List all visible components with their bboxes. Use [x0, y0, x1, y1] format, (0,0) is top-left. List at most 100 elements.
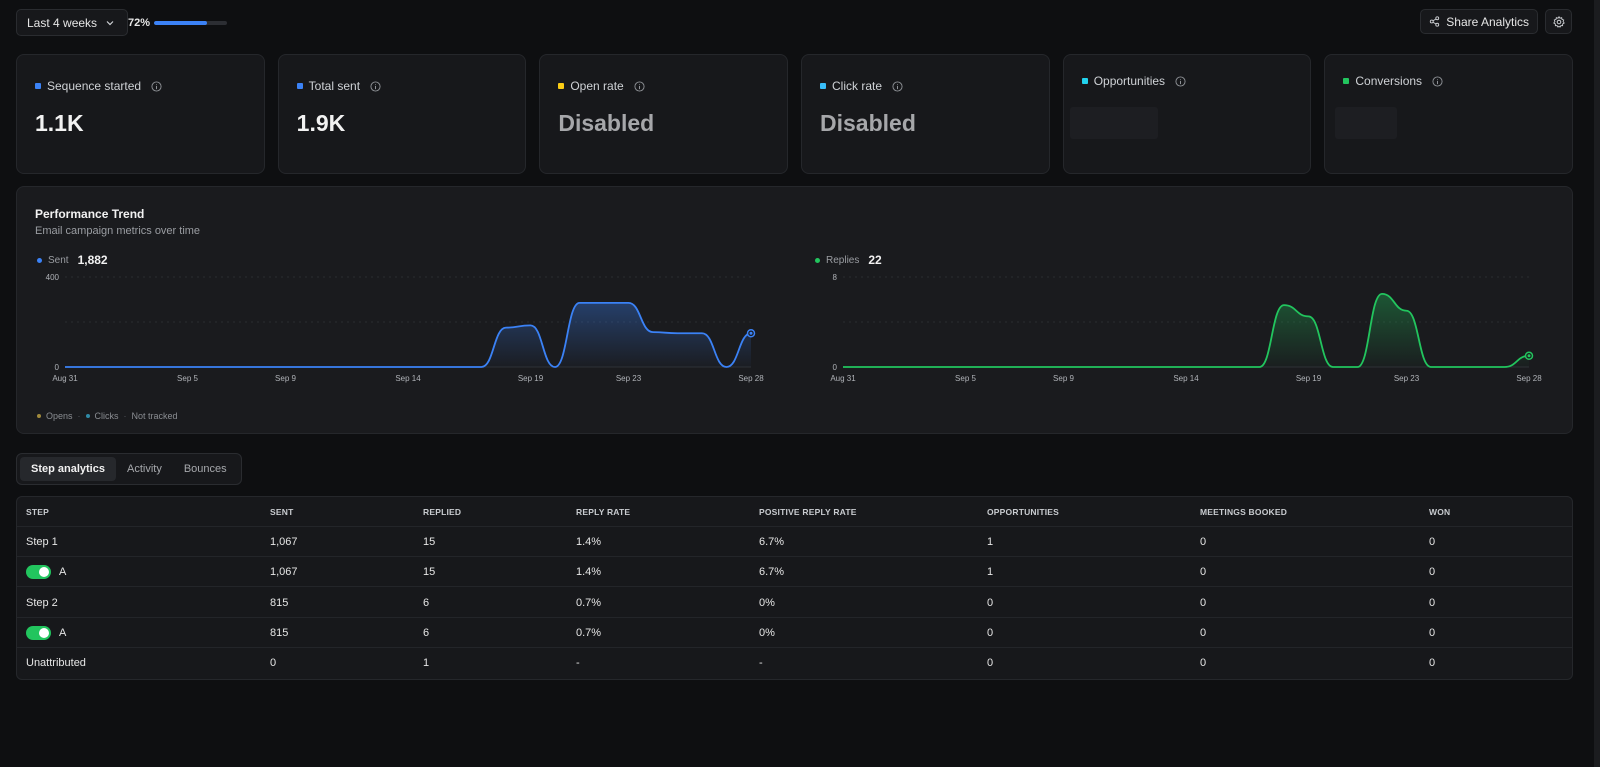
sent-chart: 400 0 Aug 31 Sep 5 Sep 9 Sep 14 Sep 19 Sep 23 Se… — [46, 273, 765, 383]
series-area — [843, 293, 1529, 367]
table-cell: 0 — [987, 626, 994, 639]
table-cell: - — [576, 657, 580, 670]
table-cell: 6 — [423, 626, 430, 639]
progress-indicator: 72% — [128, 9, 228, 36]
table-cell: 0 — [1429, 626, 1436, 639]
info-icon[interactable] — [151, 80, 162, 92]
card-header: Conversions — [1343, 74, 1443, 88]
x-tick-label: Sep 19 — [518, 374, 544, 383]
table-cell: 0 — [1200, 626, 1207, 639]
table-cell: 0 — [270, 657, 277, 670]
legend-separator: · — [77, 411, 81, 421]
table-cell: 1 — [423, 657, 430, 670]
card-label: Total sent — [308, 79, 361, 93]
card-label: Sequence started — [47, 79, 142, 93]
x-tick-label: Sep 23 — [1394, 374, 1420, 383]
info-icon[interactable] — [634, 80, 645, 92]
legend-clicks: Clicks — [94, 411, 119, 421]
x-tick-label: Sep 5 — [177, 374, 198, 383]
analytics-tabs: Step analytics Activity Bounces — [16, 453, 242, 485]
page-scrollbar[interactable] — [1594, 0, 1600, 767]
card-label: Conversions — [1355, 74, 1423, 88]
info-icon[interactable] — [1432, 75, 1443, 87]
table-cell: 6 — [423, 596, 430, 609]
info-icon[interactable] — [1175, 75, 1186, 87]
table-cell: 0.7% — [576, 596, 602, 609]
tab-activity[interactable]: Activity — [126, 463, 162, 475]
table-row: Unattributed 0 1 - - 0 0 0 — [17, 648, 1572, 678]
x-tick-label: Sep 14 — [1173, 374, 1199, 383]
column-header: WON — [1429, 507, 1451, 517]
settings-button[interactable] — [1545, 9, 1572, 34]
legend-separator: · — [123, 411, 127, 421]
card-opportunities: Opportunities — [1062, 54, 1312, 174]
info-icon[interactable] — [370, 80, 381, 92]
share-icon — [1430, 16, 1440, 27]
y-tick-label: 0 — [833, 363, 838, 372]
sent-metric-value: 1,882 — [77, 253, 108, 267]
info-icon[interactable] — [892, 80, 903, 92]
series-square-icon — [1081, 78, 1088, 84]
legend-not-tracked: Not tracked — [131, 411, 178, 421]
table-cell: 0.7% — [576, 626, 602, 639]
card-value: Disabled — [558, 110, 655, 136]
table-cell: 0 — [987, 596, 994, 609]
series-square-icon — [35, 83, 41, 89]
column-header: REPLY RATE — [576, 507, 631, 517]
y-tick-label: 0 — [55, 363, 60, 372]
variant-toggle[interactable] — [26, 625, 51, 640]
step-cell: Unattributed — [26, 648, 86, 678]
tab-step-analytics[interactable]: Step analytics — [20, 457, 116, 481]
table-cell: 6.7% — [759, 566, 785, 579]
step-label: A — [59, 626, 67, 639]
variant-toggle[interactable] — [26, 565, 51, 580]
x-tick-label: Aug 31 — [52, 374, 78, 383]
table-cell: 15 — [423, 536, 436, 548]
column-header: OPPORTUNITIES — [987, 507, 1060, 517]
table-cell: 1 — [987, 566, 994, 579]
x-tick-label: Aug 31 — [830, 374, 856, 383]
table-cell: 0% — [759, 626, 775, 639]
card-open-rate: Open rate Disabled — [539, 54, 789, 174]
card-header: Total sent — [296, 79, 381, 93]
step-analytics-table: STEP SENT REPLIED REPLY RATE POSITIVE REPLY … — [16, 496, 1573, 680]
period-select-label: Last 4 weeks — [27, 15, 98, 30]
y-tick-label: 400 — [46, 273, 60, 282]
x-tick-label: Sep 9 — [1053, 374, 1074, 383]
x-tick-label: Sep 14 — [395, 374, 421, 383]
series-square-icon — [558, 83, 565, 89]
column-header: MEETINGS BOOKED — [1200, 507, 1288, 517]
sent-metric-label: Sent — [48, 254, 69, 266]
card-header: Sequence started — [35, 79, 162, 93]
table-cell: 0 — [1200, 566, 1207, 579]
period-select[interactable]: Last 4 weeks — [16, 9, 129, 36]
table-cell: 0 — [1200, 596, 1207, 609]
table-row: A 815 6 0.7% 0% 0 0 0 — [17, 618, 1572, 648]
share-analytics-button[interactable]: Share Analytics — [1420, 9, 1538, 34]
table-header-row: STEP SENT REPLIED REPLY RATE POSITIVE REPLY … — [17, 497, 1572, 527]
table-cell: - — [759, 657, 763, 670]
series-endpoint-core — [1527, 354, 1531, 358]
progress-fill — [154, 20, 207, 25]
x-tick-label: Sep 23 — [616, 374, 642, 383]
series-square-icon — [820, 83, 827, 89]
panel-subtitle: Email campaign metrics over time — [35, 225, 201, 237]
x-tick-label: Sep 19 — [1296, 374, 1322, 383]
tab-bounces[interactable]: Bounces — [183, 463, 227, 475]
x-tick-label: Sep 5 — [955, 374, 976, 383]
series-line — [65, 301, 752, 368]
column-header: POSITIVE REPLY RATE — [759, 507, 857, 517]
table-cell: 815 — [270, 626, 289, 639]
step-cell: Step 1 — [26, 527, 58, 557]
table-cell: 1,067 — [270, 536, 298, 548]
chevron-down-icon — [106, 20, 114, 25]
table-cell: 0 — [1429, 657, 1436, 670]
card-header: Opportunities — [1081, 74, 1186, 88]
x-tick-label: Sep 9 — [275, 374, 296, 383]
chart-legend: Opens · Clicks · Not tracked — [37, 411, 178, 421]
table-cell: 0 — [1429, 536, 1436, 548]
table-row: Step 2 815 6 0.7% 0% 0 0 0 — [17, 588, 1572, 618]
column-header: REPLIED — [423, 507, 462, 517]
table-row: Step 1 1,067 15 1.4% 6.7% 1 0 0 — [17, 527, 1572, 557]
series-endpoint-core — [749, 331, 753, 335]
